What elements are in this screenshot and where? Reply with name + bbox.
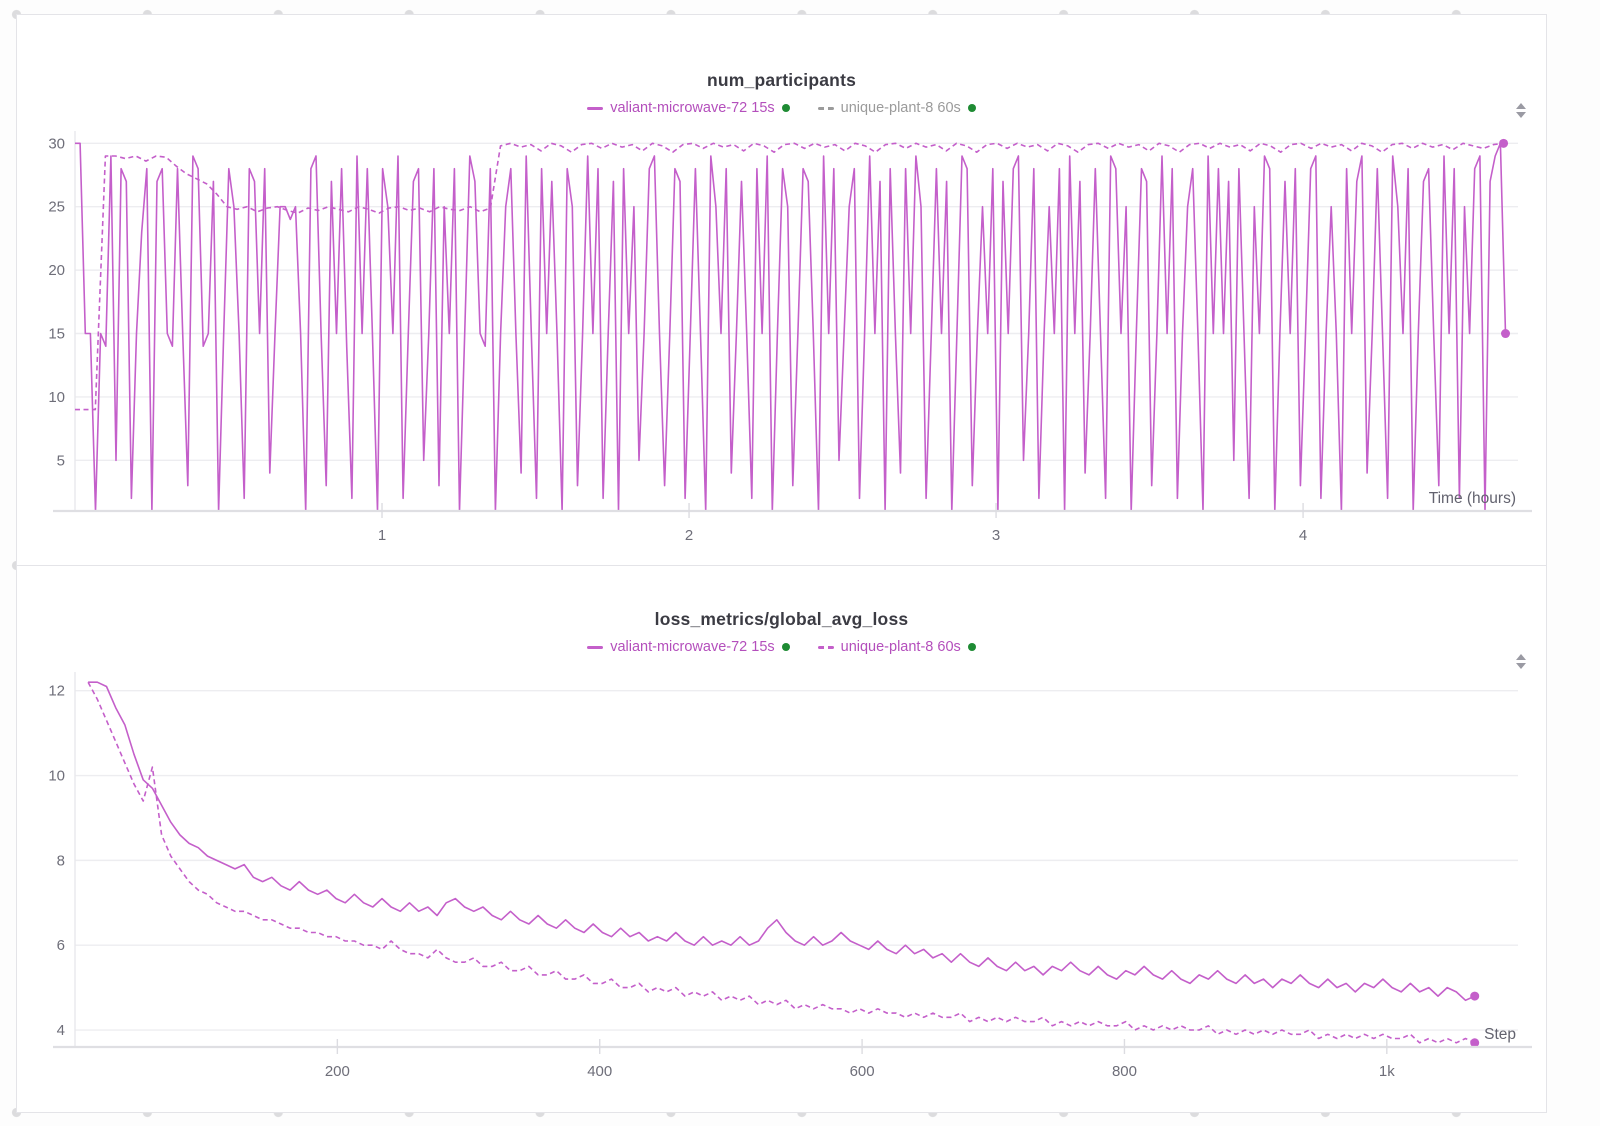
legend-solid-line-marker: [587, 106, 604, 110]
x-tick-label: 800: [1112, 1063, 1137, 1080]
x-tick-label: 4: [1299, 527, 1307, 544]
y-tick-label: 8: [57, 852, 65, 869]
panel-loss-metrics-global-avg-loss: loss_metrics/global_avg_loss valiant-mic…: [16, 565, 1547, 1113]
y-tick-label: 25: [48, 199, 65, 216]
chart-legend: valiant-microwave-72 15s unique-plant-8 6…: [17, 638, 1546, 656]
series-end-point-marker: [1499, 138, 1509, 148]
run-status-dot: [967, 104, 976, 112]
run-status-dot: [781, 643, 790, 651]
y-tick-label: 20: [48, 262, 65, 279]
legend-run-label: unique-plant-8 60s: [840, 100, 961, 116]
x-tick-label: 400: [587, 1063, 612, 1080]
legend-run-label: valiant-microwave-72 15s: [610, 639, 775, 655]
chart-canvas[interactable]: 4 6 8 10 12 200 400 600 800 1k Step: [17, 664, 1546, 1112]
x-tick-label: 2: [685, 527, 693, 544]
expand-panel-icon[interactable]: [1514, 652, 1528, 671]
panel-num-participants: num_participants valiant-microwave-72 15…: [16, 14, 1547, 566]
series-line-solid: [88, 681, 1476, 1002]
y-tick-label: 4: [57, 1022, 65, 1039]
y-tick-label: 15: [48, 326, 65, 343]
x-tick-label: 1k: [1379, 1063, 1395, 1080]
legend-item[interactable]: valiant-microwave-72 15s: [587, 639, 790, 655]
legend-dashed-line-marker: [817, 106, 834, 110]
arrow-up-icon: [1516, 654, 1526, 660]
chart-canvas[interactable]: 5 10 15 20 25 30 1 2 3 4 Time (hours): [17, 123, 1546, 561]
y-tick-label: 6: [57, 937, 65, 954]
chart-title: loss_metrics/global_avg_loss: [654, 609, 909, 629]
expand-panel-icon[interactable]: [1514, 101, 1528, 120]
y-tick-label: 5: [57, 452, 65, 469]
y-tick-label: 10: [48, 768, 65, 785]
arrow-up-icon: [1516, 103, 1526, 109]
series-line-dashed: [87, 681, 1476, 1044]
x-axis-label: Time (hours): [1429, 490, 1516, 507]
series-end-point-marker: [1470, 1038, 1480, 1048]
run-status-dot: [967, 643, 976, 651]
legend-item[interactable]: unique-plant-8 60s: [817, 100, 976, 116]
chart-title: num_participants: [706, 70, 857, 90]
run-status-dot: [781, 104, 790, 112]
x-tick-label: 3: [992, 527, 1000, 544]
chart-legend: valiant-microwave-72 15s unique-plant-8 6…: [17, 99, 1546, 117]
legend-run-label: valiant-microwave-72 15s: [610, 100, 775, 116]
series-line-dashed: [75, 142, 1504, 411]
legend-solid-line-marker: [587, 645, 604, 649]
series-end-point-marker: [1470, 991, 1480, 1001]
legend-item[interactable]: unique-plant-8 60s: [817, 639, 976, 655]
legend-dashed-line-marker: [817, 645, 834, 649]
arrow-down-icon: [1516, 663, 1526, 669]
legend-run-label: unique-plant-8 60s: [840, 639, 961, 655]
series-line-solid: [75, 142, 1507, 512]
y-tick-label: 12: [48, 683, 65, 700]
x-tick-label: 200: [325, 1063, 350, 1080]
y-tick-label: 10: [48, 389, 65, 406]
x-axis-label: Step: [1484, 1026, 1516, 1043]
x-tick-label: 1: [378, 527, 386, 544]
series-end-point-marker: [1501, 329, 1511, 339]
legend-item[interactable]: valiant-microwave-72 15s: [587, 100, 790, 116]
x-tick-label: 600: [850, 1063, 875, 1080]
y-tick-label: 30: [48, 135, 65, 152]
arrow-down-icon: [1516, 112, 1526, 118]
